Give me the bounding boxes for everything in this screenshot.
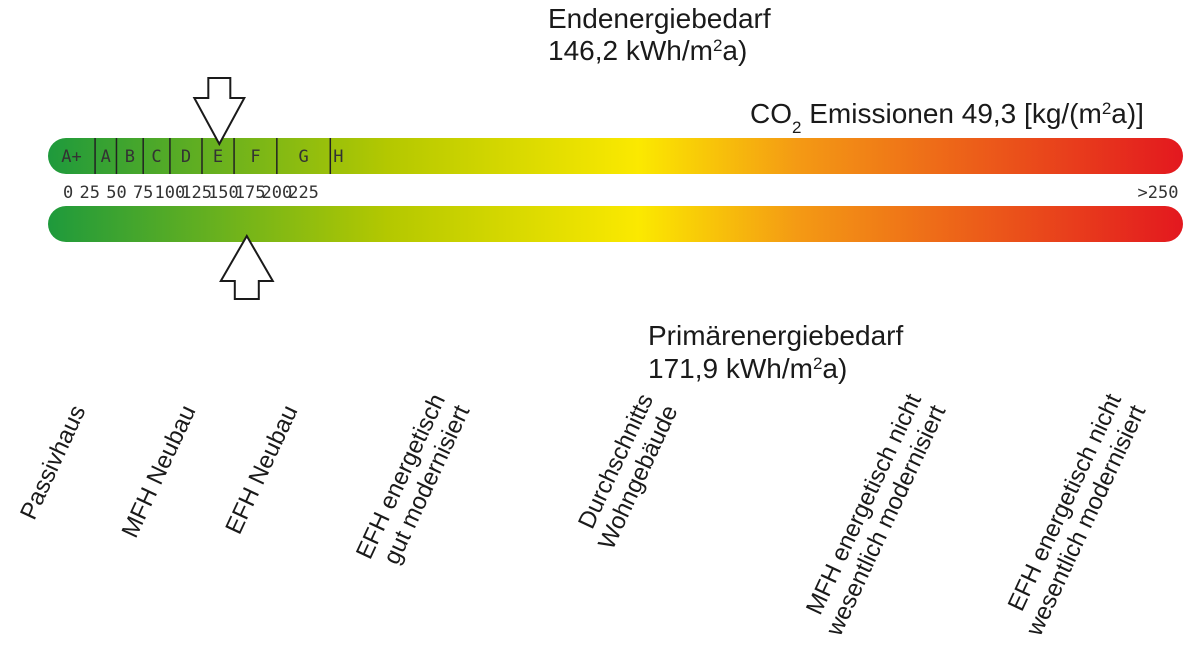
reference-label: Passivhaus bbox=[15, 401, 91, 524]
tick-label: 0 bbox=[63, 183, 73, 203]
tick-label: 75 bbox=[133, 183, 153, 203]
tick-label: 175 bbox=[235, 183, 266, 203]
tick-label: >250 bbox=[1138, 183, 1179, 203]
class-label: C bbox=[151, 147, 161, 167]
class-label: B bbox=[125, 147, 135, 167]
tick-label: 25 bbox=[79, 183, 99, 203]
class-label: H bbox=[333, 147, 343, 167]
tick-label: 225 bbox=[288, 183, 319, 203]
end-energy-title: Endenergiebedarf bbox=[548, 3, 771, 34]
gradient-bar bbox=[48, 206, 1183, 242]
tick-label: 100 bbox=[155, 183, 186, 203]
primary-energy-arrow-icon bbox=[219, 234, 275, 300]
class-bar bbox=[48, 138, 1183, 174]
class-label: E bbox=[213, 147, 223, 167]
co2-emissions-label: CO2 Emissionen 49,3 [kg/(m2a)] bbox=[750, 98, 1144, 137]
tick-label: 200 bbox=[261, 183, 292, 203]
reference-label: EFH Neubau bbox=[220, 401, 303, 538]
tick-label: 50 bbox=[106, 183, 126, 203]
class-label: G bbox=[298, 147, 308, 167]
class-label: D bbox=[181, 147, 191, 167]
end-energy-value: 146,2 kWh/m2a) bbox=[548, 35, 747, 66]
tick-label: 125 bbox=[181, 183, 212, 203]
class-label: A+ bbox=[61, 147, 81, 167]
end-energy-arrow-icon bbox=[192, 77, 246, 147]
reference-label-line: EFH Neubau bbox=[220, 401, 303, 538]
primary-energy-value: 171,9 kWh/m2a) bbox=[648, 353, 847, 384]
class-label: F bbox=[250, 147, 260, 167]
class-label: A bbox=[101, 147, 111, 167]
tick-label: 150 bbox=[208, 183, 239, 203]
reference-label-line: MFH Neubau bbox=[117, 401, 202, 542]
primary-energy-title: Primärenergiebedarf bbox=[648, 320, 903, 351]
reference-label-line: Passivhaus bbox=[15, 401, 91, 524]
reference-label: MFH Neubau bbox=[117, 401, 202, 542]
